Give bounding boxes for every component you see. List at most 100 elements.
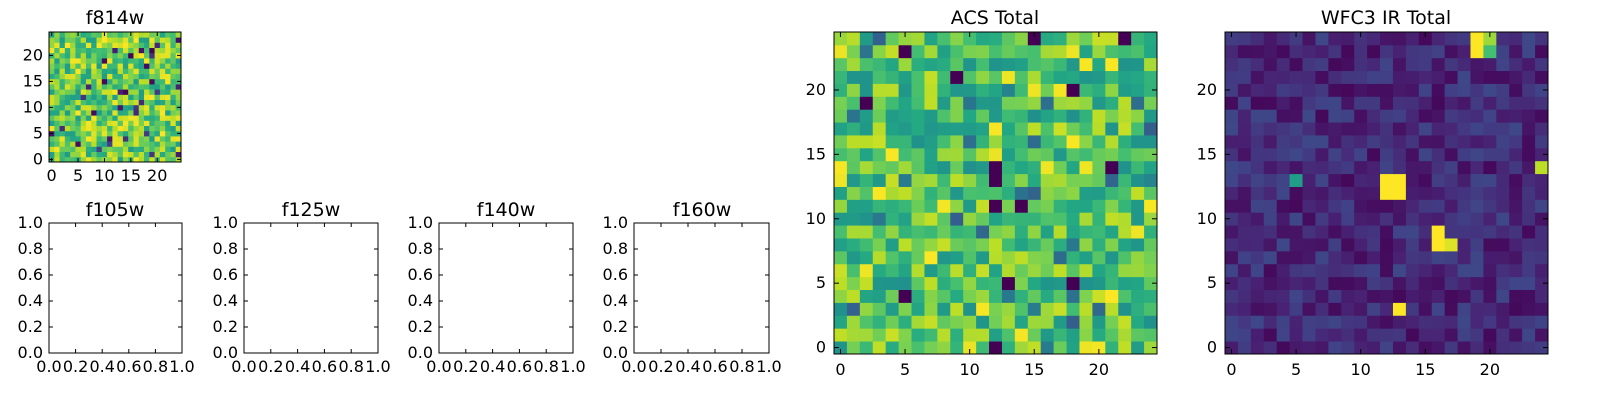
heatmap-cell <box>165 110 171 116</box>
heatmap-cell <box>1405 96 1420 110</box>
heatmap-cell <box>112 94 119 100</box>
heatmap-cell <box>59 84 66 90</box>
heatmap-cell <box>138 115 145 121</box>
x-tick-label: 0 <box>835 360 845 379</box>
heatmap-cell <box>1040 199 1055 213</box>
heatmap-cell <box>1496 96 1510 110</box>
heatmap-cell <box>154 47 161 54</box>
heatmap-cell <box>165 125 171 132</box>
heatmap-cell <box>101 47 108 54</box>
heatmap-cell <box>1237 160 1252 175</box>
heatmap-cell <box>1289 225 1303 239</box>
heatmap-cell <box>1315 122 1329 136</box>
heatmap-cell <box>64 63 71 69</box>
heatmap-cell <box>1444 32 1458 46</box>
heatmap-cell <box>49 120 55 126</box>
heatmap-cell <box>1027 70 1042 84</box>
heatmap-cell <box>1302 199 1316 213</box>
heatmap-cell <box>91 115 97 121</box>
heatmap-cell <box>937 315 951 329</box>
heatmap-cell <box>54 141 60 147</box>
heatmap-cell <box>54 110 60 116</box>
heatmap-cell <box>1380 147 1394 162</box>
heatmap-cell <box>59 136 66 142</box>
heatmap-cell <box>165 47 171 54</box>
heatmap-cell <box>1092 70 1106 84</box>
heatmap-cell <box>989 238 1003 252</box>
heatmap-cell <box>64 136 71 142</box>
heatmap-cell <box>1263 96 1278 110</box>
heatmap-cell <box>846 289 861 303</box>
heatmap-cell <box>963 32 977 46</box>
heatmap-cell <box>1079 263 1093 278</box>
heatmap-cell <box>1522 135 1536 149</box>
heatmap-cell <box>1276 199 1290 213</box>
heatmap-cell <box>1418 96 1433 110</box>
heatmap-cell <box>976 173 990 187</box>
heatmap-cell <box>1354 250 1368 265</box>
heatmap-cell <box>49 94 55 100</box>
heatmap-cell <box>950 147 964 162</box>
heatmap-cell <box>1444 122 1458 136</box>
heatmap-cell <box>1250 70 1265 84</box>
heatmap-cell <box>149 52 155 59</box>
heatmap-cell <box>1237 250 1252 265</box>
heatmap-cell <box>117 115 124 121</box>
heatmap-cell <box>976 109 990 123</box>
heatmap-cell <box>1405 109 1420 123</box>
heatmap-cell <box>911 57 925 72</box>
heatmap-cell <box>1118 341 1132 355</box>
x-tick-label: 0 <box>1226 360 1236 379</box>
heatmap-cell <box>91 146 97 152</box>
heatmap-cell <box>1341 225 1355 239</box>
heatmap-cell <box>963 302 977 316</box>
heatmap-cell <box>1289 328 1303 342</box>
heatmap-cell <box>96 58 103 64</box>
heatmap-cell <box>885 186 899 200</box>
x-tick-label: 1.0 <box>756 357 781 376</box>
heatmap-cell <box>75 42 82 48</box>
heatmap-cell <box>846 238 861 252</box>
heatmap-cell <box>846 276 861 290</box>
heatmap-cell <box>1079 186 1093 200</box>
heatmap-cell <box>117 141 124 147</box>
heatmap-cell <box>1079 70 1093 84</box>
heatmap-cell <box>1014 186 1029 200</box>
heatmap-cell <box>989 70 1003 84</box>
heatmap-cell <box>937 122 951 136</box>
heatmap-cell <box>165 151 171 158</box>
heatmap-cell <box>112 130 119 137</box>
heatmap-cell <box>1457 32 1471 46</box>
heatmap-cell <box>1302 250 1316 265</box>
heatmap-cell <box>175 120 182 126</box>
heatmap-cell <box>1079 238 1093 252</box>
heatmap-cell <box>133 104 140 111</box>
heatmap-cell <box>1302 147 1316 162</box>
heatmap-cell <box>1315 96 1329 110</box>
heatmap-cell <box>989 135 1003 149</box>
heatmap-cell <box>989 302 1003 316</box>
heatmap-cell <box>846 199 861 213</box>
heatmap-cell <box>1509 173 1523 187</box>
heatmap-cell <box>154 141 161 147</box>
heatmap-cell <box>1066 341 1080 355</box>
heatmap-cell <box>117 89 124 95</box>
heatmap-cell <box>117 104 124 111</box>
heatmap-cell <box>1328 147 1342 162</box>
heatmap-cell <box>859 212 874 226</box>
heatmap-cell <box>963 263 977 278</box>
heatmap-cell <box>1053 135 1067 149</box>
heatmap-cell <box>1237 341 1252 355</box>
heatmap-cell <box>75 130 82 137</box>
heatmap-cell <box>834 32 848 46</box>
heatmap-cell <box>1535 263 1549 278</box>
heatmap-cell <box>75 94 82 100</box>
heatmap-cell <box>49 42 55 48</box>
heatmap-cell <box>1250 109 1265 123</box>
heatmap-cell <box>91 32 97 38</box>
heatmap-cell <box>1250 315 1265 329</box>
heatmap-cell <box>1457 96 1471 110</box>
heatmap-cell <box>846 122 861 136</box>
